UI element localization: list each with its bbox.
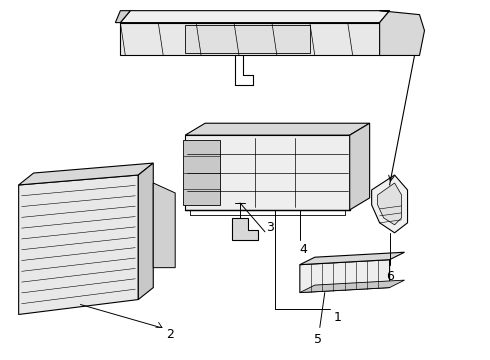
- Text: 2: 2: [166, 328, 174, 341]
- Polygon shape: [185, 24, 310, 54]
- Polygon shape: [121, 11, 390, 23]
- Polygon shape: [300, 260, 390, 293]
- Polygon shape: [300, 280, 405, 293]
- Polygon shape: [183, 140, 220, 205]
- Polygon shape: [185, 135, 350, 210]
- Polygon shape: [138, 163, 153, 300]
- Polygon shape: [232, 218, 258, 240]
- Polygon shape: [185, 123, 369, 135]
- Polygon shape: [378, 183, 401, 225]
- Polygon shape: [121, 23, 380, 55]
- Text: 1: 1: [334, 311, 342, 324]
- Text: 5: 5: [314, 333, 322, 346]
- Polygon shape: [380, 11, 424, 55]
- Polygon shape: [19, 163, 153, 185]
- Text: 4: 4: [300, 243, 308, 256]
- Polygon shape: [19, 175, 138, 315]
- Polygon shape: [115, 11, 130, 23]
- Polygon shape: [300, 252, 405, 265]
- Text: 3: 3: [266, 221, 274, 234]
- Polygon shape: [371, 175, 408, 233]
- Polygon shape: [350, 123, 369, 210]
- Text: 6: 6: [386, 270, 393, 283]
- Polygon shape: [153, 183, 175, 268]
